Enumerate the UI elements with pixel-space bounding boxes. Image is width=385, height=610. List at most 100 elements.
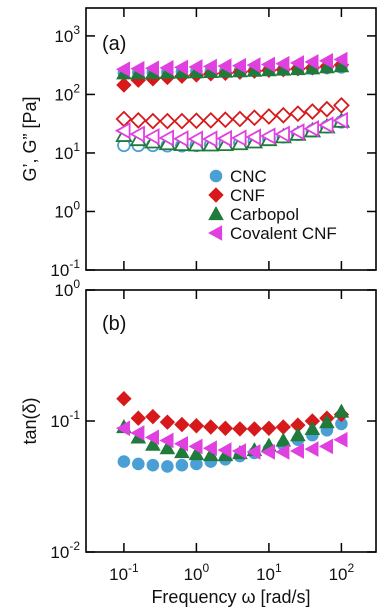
carbopol-point: [304, 420, 321, 436]
covalent-cnf-storage-point: [304, 54, 319, 70]
panel-b-axis-ticks: 10-2 10-1 100 10-1 100 101 102: [50, 277, 376, 584]
covalent-cnf-point: [130, 425, 145, 441]
covalent-cnf-storage-point: [173, 59, 189, 76]
cnf-point: [145, 408, 161, 425]
panel-b-y-axis-label: tan(δ): [20, 397, 40, 444]
legend-marker-cnc: [209, 169, 223, 183]
covalent-cnf-storage-point: [188, 59, 203, 75]
covalent-cnf-storage-point: [231, 57, 247, 74]
cnf-loss-point: [173, 112, 191, 130]
covalent-cnf-point: [246, 444, 261, 460]
legend-marker-cnf: [208, 187, 224, 203]
x-tick-label-0: 100: [184, 561, 210, 584]
carbopol-point: [333, 403, 350, 418]
covalent-cnf-loss-point: [317, 116, 334, 134]
x-tick-label-1: 101: [256, 561, 282, 584]
covalent-cnf-loss-point: [288, 123, 305, 141]
covalent-cnf-storage-point: [202, 58, 217, 75]
legend-label-cnf: CNF: [230, 186, 265, 205]
carbopol-point: [188, 446, 205, 461]
covalent-cnf-point: [144, 429, 159, 446]
covalent-cnf-storage-point: [333, 51, 348, 68]
covalent-cnf-loss-point: [143, 127, 160, 146]
covalent-cnf-loss-point: [259, 127, 276, 145]
covalent-cnf-point: [333, 431, 348, 448]
covalent-cnf-point: [318, 438, 334, 455]
covalent-cnf-point: [202, 440, 217, 457]
covalent-cnf-point: [173, 435, 189, 452]
cnf-point: [275, 419, 292, 435]
cnf-loss-point: [231, 110, 249, 128]
cnf-point: [174, 416, 190, 433]
y-tick-label-1: 10-1: [50, 408, 80, 431]
cnf-loss-point: [158, 112, 176, 130]
y-tick-label-1: 10-1: [50, 257, 80, 280]
panel-b-data-points: [115, 391, 350, 473]
cnf-loss-point: [289, 105, 307, 123]
cnf-loss-point: [318, 100, 336, 118]
panel-a-y-axis-label: G’, G” [Pa]: [20, 96, 40, 181]
carbopol-point: [275, 432, 292, 447]
legend-marker-covalent-cnf: [208, 225, 223, 241]
cnc-point: [132, 457, 145, 471]
x-tick-label-1: 10-1: [109, 561, 139, 584]
covalent-cnf-loss-point: [172, 130, 189, 148]
cnf-point: [159, 414, 176, 430]
x-tick-label-2: 102: [329, 561, 355, 584]
covalent-cnf-storage-point: [260, 56, 276, 73]
cnf-point: [217, 420, 234, 436]
cnf-point: [203, 419, 219, 435]
panel-a-axis-ticks: 10-1 100 101 102 103: [50, 8, 376, 280]
y-tick-label-3: 103: [54, 23, 80, 46]
covalent-cnf-storage-point: [115, 61, 131, 78]
covalent-cnf-loss-point: [245, 128, 262, 146]
cnf-loss-point: [144, 112, 162, 130]
cnf-point: [232, 421, 248, 437]
carbopol-point: [174, 444, 190, 459]
covalent-cnf-loss-point: [216, 129, 232, 148]
y-tick-label-0: 100: [54, 198, 80, 221]
covalent-cnf-loss-point: [303, 120, 320, 138]
covalent-cnf-storage-point: [289, 55, 304, 71]
covalent-cnf-point: [289, 443, 304, 459]
y-tick-label-1: 101: [54, 140, 80, 163]
y-tick-label-2: 102: [54, 81, 80, 104]
panel-a-frame: [85, 7, 377, 271]
cnc-point: [175, 458, 189, 472]
carbopol-point: [290, 427, 306, 442]
covalent-cnf-loss-point: [129, 125, 145, 143]
cnf-loss-point: [303, 103, 321, 120]
carbopol-point: [319, 414, 335, 429]
panel-b-tan-delta-chart: (b) tan(δ) Frequency ω [rad/s] 10-210-11…: [20, 277, 377, 607]
legend-marker-carbopol: [208, 206, 224, 221]
legend-label-carbopol: Carbopol: [230, 205, 299, 224]
cnf-loss-point: [202, 112, 220, 129]
covalent-cnf-loss-point: [274, 125, 290, 143]
panel-b-label: (b): [102, 313, 126, 335]
carbopol-point: [145, 436, 161, 451]
cnc-point: [117, 455, 131, 468]
covalent-cnf-point: [188, 438, 203, 455]
covalent-cnf-point: [304, 441, 319, 457]
cnf-point: [188, 418, 205, 434]
covalent-cnf-loss-point: [332, 111, 349, 130]
covalent-cnf-point: [275, 444, 290, 460]
covalent-cnf-loss-point: [114, 122, 131, 140]
covalent-cnf-loss-point: [158, 129, 175, 147]
covalent-cnf-storage-point: [130, 60, 145, 77]
cnf-loss-point: [260, 108, 278, 125]
covalent-cnf-storage-point: [144, 60, 159, 77]
carbopol-point: [159, 440, 176, 455]
covalent-cnf-point: [159, 432, 174, 449]
y-tick-label-0: 100: [54, 277, 80, 300]
covalent-cnf-point: [231, 443, 247, 459]
covalent-cnf-loss-point: [230, 129, 247, 147]
cnc-point: [161, 460, 174, 473]
covalent-cnf-storage-point: [217, 58, 232, 74]
x-axis-label: Frequency ω [rad/s]: [151, 587, 310, 607]
covalent-cnf-point: [260, 444, 276, 460]
cnf-point: [116, 391, 132, 407]
